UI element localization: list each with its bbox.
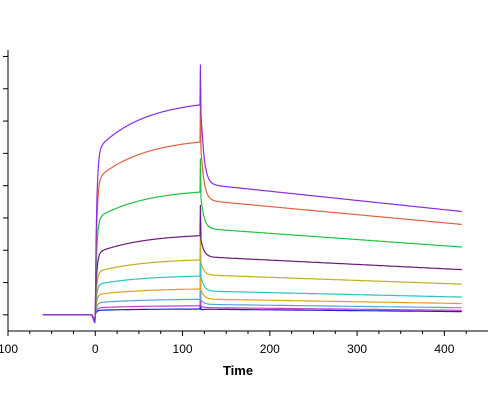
x-tick-label: 200 (260, 342, 280, 356)
x-axis-title: Time (223, 363, 253, 378)
series-line-1 (42, 297, 462, 322)
x-tick-label: 400 (434, 342, 454, 356)
series-line-3 (42, 281, 462, 322)
x-tick-label: 100 (0, 342, 18, 356)
x-axis-ticks: 100 0 100 200 300 400 (0, 331, 467, 356)
series-line-7 (42, 204, 462, 322)
series-line-4 (42, 267, 462, 324)
y-axis-ticks (3, 55, 8, 316)
series-line-10 (42, 64, 462, 324)
series-line-2 (42, 291, 462, 324)
x-tick-label: 300 (347, 342, 367, 356)
x-tick-label: 0 (92, 342, 99, 356)
series-line-6 (42, 232, 462, 324)
x-tick-label: 100 (173, 342, 193, 356)
series-line-5 (42, 251, 462, 322)
series-lines (42, 64, 462, 324)
series-line-8 (42, 158, 462, 324)
series-line-9 (42, 104, 462, 322)
